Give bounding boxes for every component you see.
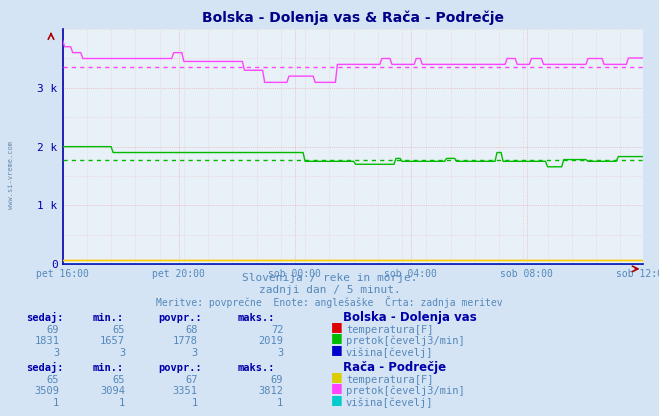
Text: povpr.:: povpr.:	[158, 363, 202, 373]
Text: pretok[čevelj3/min]: pretok[čevelj3/min]	[346, 336, 465, 347]
Text: 69: 69	[47, 325, 59, 335]
Text: Bolska - Dolenja vas: Bolska - Dolenja vas	[343, 311, 476, 324]
Text: pretok[čevelj3/min]: pretok[čevelj3/min]	[346, 386, 465, 396]
Text: zadnji dan / 5 minut.: zadnji dan / 5 minut.	[258, 285, 401, 295]
Text: maks.:: maks.:	[237, 363, 275, 373]
Text: ■: ■	[331, 320, 343, 333]
Text: višina[čevelj]: višina[čevelj]	[346, 348, 434, 358]
Text: 1831: 1831	[34, 337, 59, 347]
Text: temperatura[F]: temperatura[F]	[346, 375, 434, 385]
Text: 3: 3	[192, 348, 198, 358]
Text: ■: ■	[331, 381, 343, 394]
Text: sedaj:: sedaj:	[26, 362, 64, 373]
Text: 3: 3	[53, 348, 59, 358]
Text: ■: ■	[331, 343, 343, 356]
Text: višina[čevelj]: višina[čevelj]	[346, 398, 434, 408]
Text: Meritve: povprečne  Enote: anglešaške  Črta: zadnja meritev: Meritve: povprečne Enote: anglešaške Črt…	[156, 296, 503, 308]
Text: 72: 72	[271, 325, 283, 335]
Text: temperatura[F]: temperatura[F]	[346, 325, 434, 335]
Text: 1657: 1657	[100, 337, 125, 347]
Text: 65: 65	[113, 375, 125, 385]
Text: min.:: min.:	[92, 313, 123, 323]
Text: 67: 67	[185, 375, 198, 385]
Text: 1778: 1778	[173, 337, 198, 347]
Text: 65: 65	[47, 375, 59, 385]
Text: min.:: min.:	[92, 363, 123, 373]
Text: 1: 1	[192, 398, 198, 408]
Text: 69: 69	[271, 375, 283, 385]
Text: sedaj:: sedaj:	[26, 312, 64, 323]
Text: maks.:: maks.:	[237, 313, 275, 323]
Text: 3509: 3509	[34, 386, 59, 396]
Text: 1: 1	[53, 398, 59, 408]
Text: 3094: 3094	[100, 386, 125, 396]
Text: 3: 3	[277, 348, 283, 358]
Text: 3812: 3812	[258, 386, 283, 396]
Text: 3351: 3351	[173, 386, 198, 396]
Text: 3: 3	[119, 348, 125, 358]
Text: ■: ■	[331, 393, 343, 406]
Text: 1: 1	[277, 398, 283, 408]
Text: povpr.:: povpr.:	[158, 313, 202, 323]
Title: Bolska - Dolenja vas & Rača - Podrečje: Bolska - Dolenja vas & Rača - Podrečje	[202, 11, 503, 25]
Text: 65: 65	[113, 325, 125, 335]
Text: Rača - Podrečje: Rača - Podrečje	[343, 361, 445, 374]
Text: 2019: 2019	[258, 337, 283, 347]
Text: ■: ■	[331, 332, 343, 344]
Text: ■: ■	[331, 370, 343, 383]
Text: Slovenija / reke in morje.: Slovenija / reke in morje.	[242, 273, 417, 283]
Text: 1: 1	[119, 398, 125, 408]
Text: www.si-vreme.com: www.si-vreme.com	[8, 141, 14, 209]
Text: 68: 68	[185, 325, 198, 335]
